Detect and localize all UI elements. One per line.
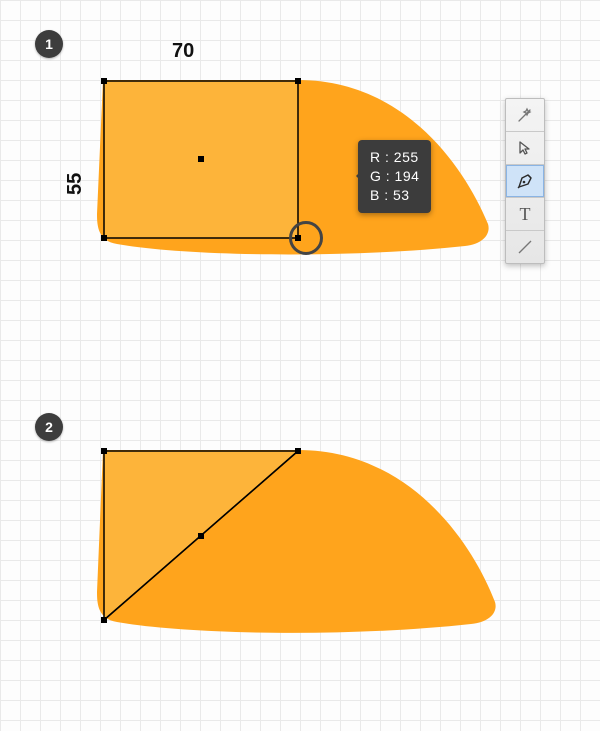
color-rgb-tooltip: R : 255 G : 194 B : 53 — [358, 140, 431, 213]
magic-wand-tool[interactable] — [506, 99, 544, 132]
rgb-g: G : 194 — [370, 167, 419, 186]
pen-tool-icon — [515, 171, 535, 191]
direct-selection-tool[interactable] — [506, 132, 544, 165]
rgb-b: B : 53 — [370, 186, 419, 205]
type-tool-icon: T — [520, 204, 531, 225]
pen-tool[interactable] — [506, 165, 544, 198]
anchor-point[interactable] — [101, 448, 107, 454]
anchor-point[interactable] — [295, 448, 301, 454]
line-segment-icon — [516, 238, 534, 256]
tools-panel: T — [505, 98, 545, 264]
step-1-badge: 1 — [35, 30, 63, 58]
anchor-point[interactable] — [101, 235, 107, 241]
line-segment-tool[interactable] — [506, 231, 544, 263]
center-point[interactable] — [198, 156, 204, 162]
direct-selection-icon — [516, 139, 534, 157]
anchor-point[interactable] — [101, 617, 107, 623]
step-2-badge: 2 — [35, 413, 63, 441]
anchor-point[interactable] — [295, 78, 301, 84]
height-label: 55 — [64, 173, 87, 195]
canvas: 1 70 55 R : 255 G : 194 B : 53 — [0, 0, 600, 731]
convert-anchor-ring — [289, 221, 323, 255]
step-1-number: 1 — [45, 36, 53, 52]
type-tool[interactable]: T — [506, 198, 544, 231]
width-label: 70 — [172, 40, 194, 63]
edge-midpoint[interactable] — [198, 533, 204, 539]
magic-wand-icon — [516, 106, 534, 124]
rgb-r: R : 255 — [370, 148, 419, 167]
step-2-number: 2 — [45, 419, 53, 435]
anchor-point[interactable] — [101, 78, 107, 84]
